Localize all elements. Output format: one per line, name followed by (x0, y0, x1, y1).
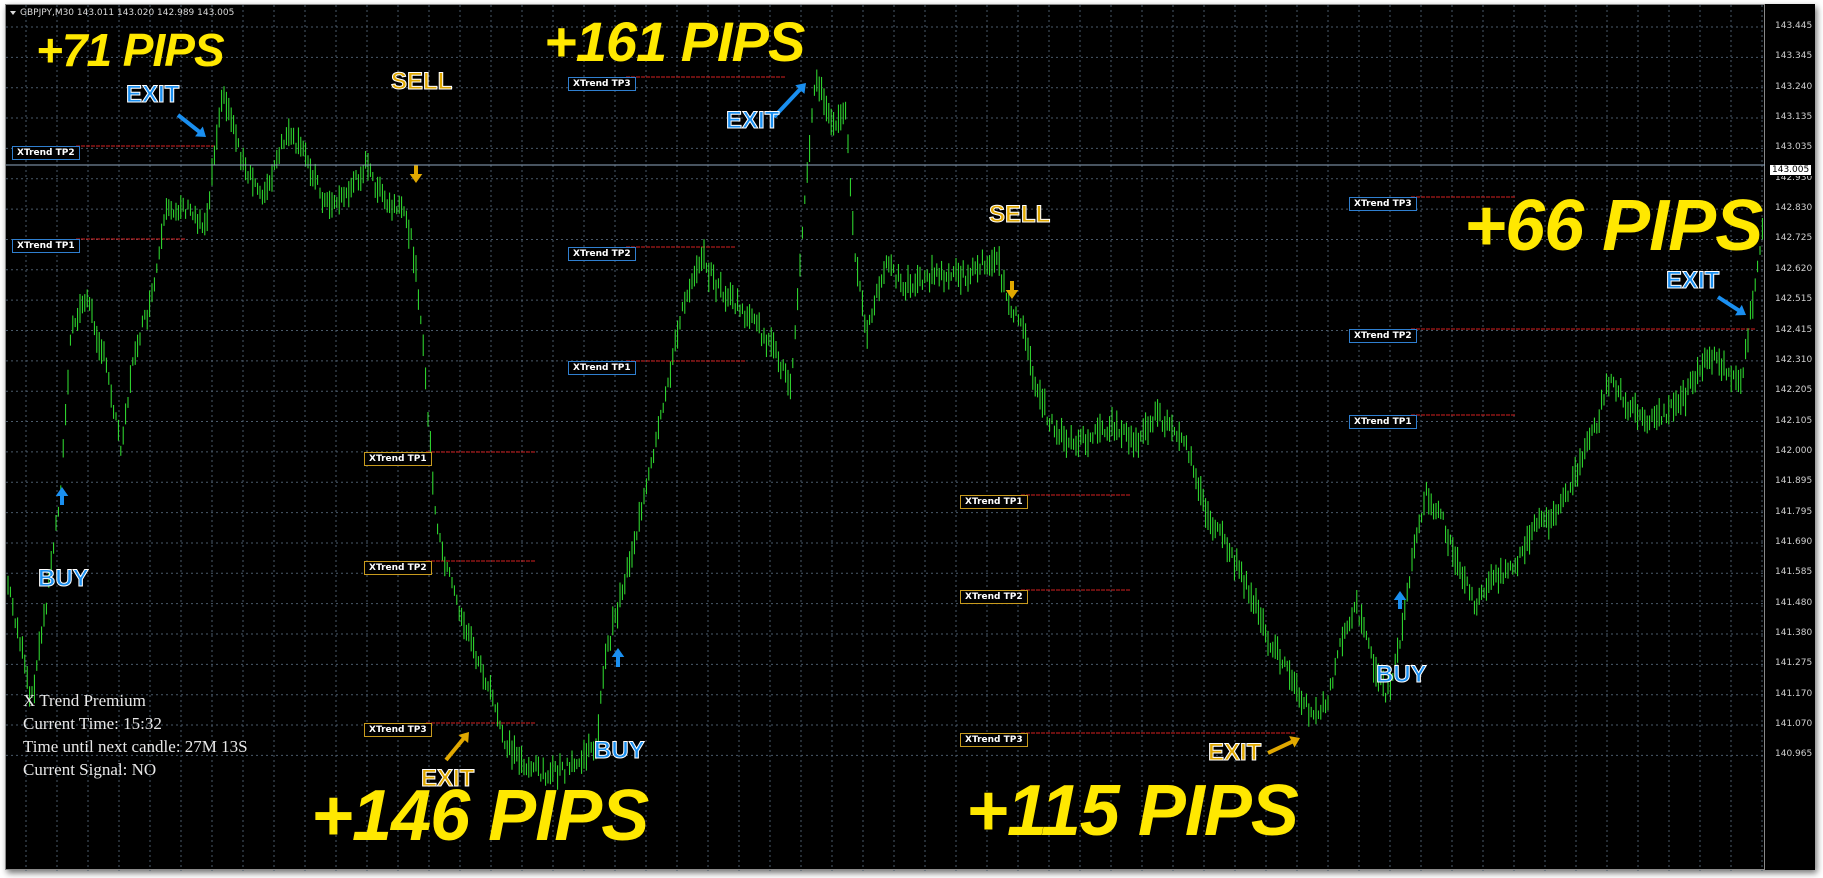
price-tick-label: 141.480 (1775, 597, 1813, 608)
price-tick-label: 142.000 (1775, 445, 1813, 456)
chart-header: GBPJPY,M30 143.011 143.020 142.989 143.0… (10, 8, 234, 18)
price-tick-label: 142.930 (1775, 172, 1813, 183)
tp3-label: XTrend TP3 (1349, 197, 1417, 211)
tp2-label: XTrend TP2 (568, 247, 636, 261)
price-tick-label: 142.620 (1775, 263, 1813, 274)
price-tick-label: 141.895 (1775, 476, 1813, 487)
sell-label: SELL (390, 68, 453, 96)
time-until-next-candle: Time until next candle: 27M 13S (23, 737, 248, 756)
exit-arrow-icon (1735, 304, 1746, 316)
price-tick-label: 142.830 (1775, 203, 1813, 214)
chart-window: GBPJPY,M30 143.011 143.020 142.989 143.0… (5, 4, 1815, 871)
tp3-label: XTrend TP3 (364, 723, 432, 737)
buy-label: BUY (1376, 661, 1428, 689)
exit-arrow-icon (176, 113, 203, 135)
current-time: Current Time: 15:32 (23, 714, 162, 733)
tp2-label: XTrend TP2 (960, 590, 1028, 604)
price-tick-label: 140.965 (1775, 749, 1813, 760)
price-tick-label: 141.795 (1775, 506, 1813, 517)
exit-arrow-icon (1289, 736, 1300, 748)
pips-label-161: +161 PIPS (544, 10, 805, 73)
indicator-title: X Trend Premium (23, 691, 146, 710)
chart-grid (6, 5, 1766, 871)
price-tick-label: 143.445 (1775, 21, 1813, 31)
price-tick-label: 143.135 (1775, 112, 1813, 123)
price-tick-label: 141.070 (1775, 719, 1813, 730)
tp3-label: XTrend TP3 (960, 733, 1028, 747)
chart-area[interactable]: GBPJPY,M30 143.011 143.020 142.989 143.0… (5, 4, 1766, 871)
signal-arrows (55, 83, 1746, 762)
tp1-label: XTrend TP1 (960, 495, 1028, 509)
tp1-label: XTrend TP1 (364, 452, 432, 466)
price-tick-label: 142.415 (1775, 324, 1813, 335)
exit-arrow-icon (772, 85, 804, 119)
sell-label: SELL (988, 201, 1051, 229)
tp1-label: XTrend TP1 (1349, 415, 1417, 429)
symbol-header: GBPJPY,M30 143.011 143.020 142.989 143.0… (20, 8, 235, 18)
exit-label: EXIT (420, 765, 475, 793)
sell-arrow-icon (409, 174, 423, 183)
candles (7, 69, 1763, 790)
current-signal: Current Signal: NO (23, 760, 157, 779)
price-tick-label: 142.515 (1775, 294, 1813, 305)
price-tick-label: 142.725 (1775, 233, 1813, 244)
price-tick-label: 141.170 (1775, 688, 1813, 699)
price-axis[interactable] (1765, 4, 1815, 870)
price-tick-label: 141.690 (1775, 536, 1813, 547)
exit-arrow-icon (195, 126, 206, 137)
tp-lines (76, 76, 1756, 734)
exit-arrow-icon (1267, 738, 1296, 755)
price-tick-label: 141.585 (1775, 567, 1813, 578)
buy-arrow-icon (1393, 591, 1407, 600)
tp1-label: XTrend TP1 (568, 361, 636, 375)
tp3-label: XTrend TP3 (568, 77, 636, 91)
buy-label: BUY (38, 565, 90, 593)
dropdown-triangle-icon[interactable] (10, 10, 16, 15)
buy-arrow-icon (611, 648, 625, 657)
price-chart-svg (6, 5, 1766, 871)
exit-arrow-icon (795, 83, 806, 94)
pips-label-115: +115 PIPS (966, 771, 1299, 851)
current-price-tag: 143.005 (1769, 164, 1813, 176)
tp2-label: XTrend TP2 (364, 561, 432, 575)
tp1-label: XTrend TP1 (12, 239, 80, 253)
sell-arrow-icon (1005, 290, 1019, 299)
price-tick-label: 143.035 (1775, 142, 1813, 153)
exit-label: EXIT (125, 81, 180, 109)
exit-arrow-icon (458, 732, 469, 743)
buy-arrow-icon (55, 487, 69, 496)
exit-label: EXIT (725, 107, 780, 135)
price-tick-label: 142.105 (1775, 415, 1813, 426)
exit-label: EXIT (1665, 267, 1720, 295)
price-tick-label: 141.275 (1775, 658, 1813, 669)
price-tick-label: 142.310 (1775, 354, 1813, 365)
price-tick-label: 143.240 (1775, 81, 1813, 92)
price-tick-label: 143.345 (1775, 51, 1813, 62)
buy-label: BUY (594, 737, 646, 765)
exit-label: EXIT (1207, 739, 1262, 767)
exit-arrow-icon (1716, 295, 1743, 314)
price-tick-label: 142.205 (1775, 385, 1813, 396)
pips-label-146: +146 PIPS (311, 776, 649, 856)
tp2-label: XTrend TP2 (12, 146, 80, 160)
exit-arrow-icon (444, 735, 467, 762)
price-tick-label: 141.380 (1775, 628, 1813, 638)
pips-label-66: +66 PIPS (1464, 186, 1763, 266)
pips-label-71: +71 PIPS (36, 24, 225, 76)
tp2-label: XTrend TP2 (1349, 329, 1417, 343)
